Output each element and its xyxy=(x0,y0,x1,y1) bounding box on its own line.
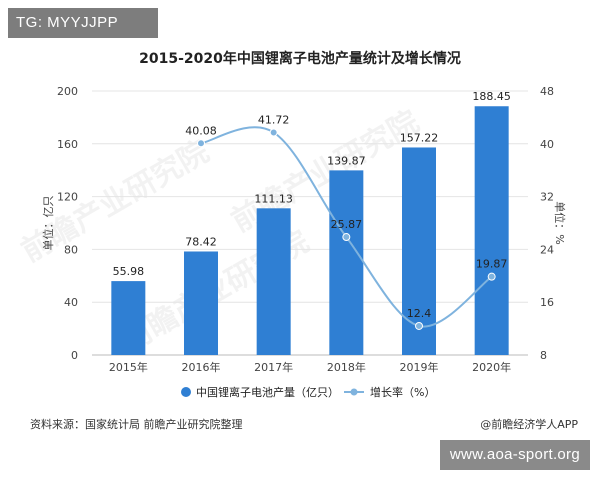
bar-value-label: 111.13 xyxy=(254,192,293,205)
growth-value-label: 40.08 xyxy=(185,124,217,137)
legend-bar-marker xyxy=(181,387,191,397)
x-tick-label: 2015年 xyxy=(109,360,148,374)
legend-layer: 中国锂离子电池产量（亿只） 增长率（%） xyxy=(181,385,435,399)
y-left-tick-label: 80 xyxy=(64,243,78,256)
credit-note: @前瞻经济学人APP xyxy=(480,418,578,431)
tg-tag: TG: MYYJJPP xyxy=(8,8,158,38)
y-right-tick-label: 40 xyxy=(540,138,554,151)
growth-value-label: 19.87 xyxy=(476,258,508,271)
y-left-axis-title: 单位：亿只 xyxy=(41,196,55,251)
bar xyxy=(184,251,218,355)
y-left-tick-label: 0 xyxy=(71,349,78,362)
x-tick-label: 2019年 xyxy=(400,360,439,374)
y-right-tick-label: 24 xyxy=(540,243,554,256)
chart-title: 2015-2020年中国锂离子电池产量统计及增长情况 xyxy=(139,51,461,67)
legend-line-label: 增长率（%） xyxy=(370,385,435,399)
legend-line-dot xyxy=(350,388,358,396)
x-tick-label: 2016年 xyxy=(182,360,221,374)
legend-bar-label: 中国锂离子电池产量（亿只） xyxy=(196,385,339,399)
growth-point xyxy=(487,272,496,281)
growth-value-label: 41.72 xyxy=(258,113,290,126)
growth-point xyxy=(415,321,423,330)
y-left-tick-label: 160 xyxy=(57,138,78,151)
growth-value-label: 12.4 xyxy=(407,307,432,320)
x-tick-label: 2020年 xyxy=(472,360,511,374)
x-tick-label: 2017年 xyxy=(254,360,293,374)
y-left-tick-label: 200 xyxy=(57,85,78,98)
growth-point xyxy=(197,139,205,148)
grid-layer xyxy=(92,90,528,356)
bar-value-label: 78.42 xyxy=(185,235,217,248)
bar xyxy=(111,281,146,355)
y-right-tick-label: 8 xyxy=(540,349,547,362)
x-tick-label: 2018年 xyxy=(327,360,366,374)
line-layer xyxy=(197,126,496,330)
bar xyxy=(329,170,364,355)
bar xyxy=(474,106,509,355)
growth-value-label: 25.87 xyxy=(331,218,363,231)
y-right-axis-title: 单位：% xyxy=(553,201,567,244)
y-left-tick-label: 120 xyxy=(57,191,78,204)
bar xyxy=(256,208,291,355)
y-left-tick-label: 40 xyxy=(64,296,78,309)
growth-point xyxy=(269,128,278,137)
bar-value-label: 188.45 xyxy=(472,90,511,103)
bar-value-label: 139.87 xyxy=(327,154,366,167)
bar-value-label: 55.98 xyxy=(113,265,145,278)
source-note: 资料来源：国家统计局 前瞻产业研究院整理 xyxy=(30,418,243,431)
y-right-tick-label: 16 xyxy=(540,296,554,309)
bar-layer xyxy=(111,106,509,355)
axis-layer: 0 8 40 16 80 24 120 32 160 40 200 48 单位：亿只 单位：% 2015年 2… xyxy=(41,85,567,374)
growth-point xyxy=(342,233,351,242)
watermark-text: 前瞻产业研究院 xyxy=(226,104,425,239)
bar-value-label: 157.22 xyxy=(400,131,439,144)
y-right-tick-label: 48 xyxy=(540,85,554,98)
y-right-tick-label: 32 xyxy=(540,191,554,204)
site-watermark: www.aoa-sport.org xyxy=(439,440,590,470)
label-layer: 55.98 78.42 111.13 139.87 157.22 188.45 40.08 4… xyxy=(113,90,511,320)
